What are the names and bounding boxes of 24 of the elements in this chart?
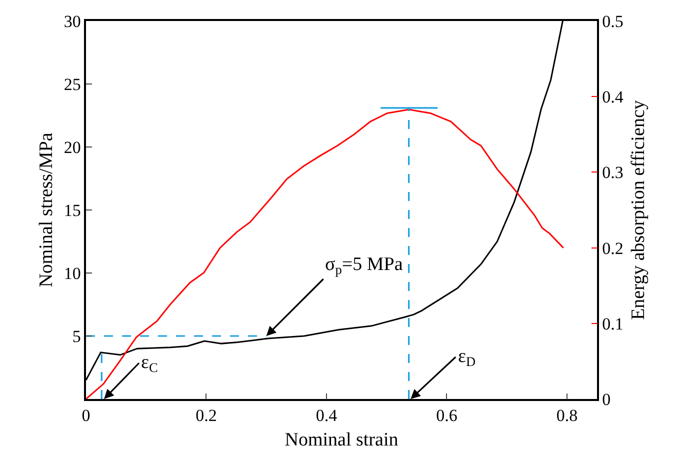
x-tick-label: 0.8 bbox=[556, 406, 578, 426]
y2-tick-label: 0.2 bbox=[602, 238, 624, 258]
y2-tick-label: 0.1 bbox=[602, 314, 624, 334]
y-tick-label: 20 bbox=[64, 138, 81, 157]
y2-tick-label: 0.5 bbox=[602, 12, 624, 31]
y2-tick-label: 0.3 bbox=[602, 163, 624, 182]
y-tick-label: 10 bbox=[64, 264, 81, 283]
x-axis-title: Nominal strain bbox=[284, 429, 399, 450]
y-tick-label: 30 bbox=[64, 12, 81, 31]
x-tick-label: 0.4 bbox=[316, 406, 338, 426]
annotation: σ$_{p}$=5 MPa bbox=[325, 254, 404, 277]
annotation: ε$_{D}$ bbox=[458, 346, 476, 369]
y-tick-label: 25 bbox=[64, 74, 81, 94]
y2-tick-label: 0.4 bbox=[602, 88, 624, 107]
line-series bbox=[86, 108, 564, 399]
x-tick-label: 0.2 bbox=[196, 406, 217, 426]
annotation: ε$_{C}$ bbox=[141, 352, 158, 375]
y2-axis-title: Energy absorption efficiency bbox=[628, 100, 650, 320]
y-tick-label: 15 bbox=[64, 200, 81, 220]
x-tick-label: 0.6 bbox=[436, 406, 458, 426]
x-tick-label: 0 bbox=[82, 406, 90, 426]
y-tick-label: 5 bbox=[72, 326, 81, 346]
y-axis-title: Nominal stress/MPa bbox=[36, 132, 58, 288]
y2-tick-label: 0 bbox=[602, 390, 611, 409]
